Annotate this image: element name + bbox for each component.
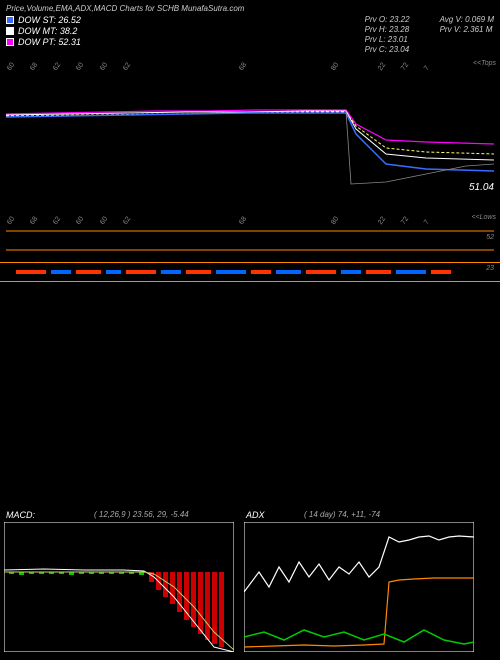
adx-chart: ADX ( 14 day) 74, +11, -74 xyxy=(244,522,474,652)
adx-meta: ( 14 day) 74, +11, -74 xyxy=(304,510,380,519)
macd-label: MACD: xyxy=(6,510,35,520)
legend-item: DOW ST: 26.52 xyxy=(6,15,81,25)
legend-item: DOW MT: 38.2 xyxy=(6,26,81,36)
legend-item: DOW PT: 52.31 xyxy=(6,37,81,47)
adx-label: ADX xyxy=(246,510,265,520)
tops-label: <<Tops xyxy=(473,60,496,67)
main-price-chart: 51.04 xyxy=(0,74,500,214)
color-strip: 23 xyxy=(0,262,500,282)
price-annotation: 51.04 xyxy=(469,182,494,193)
macd-chart: MACD: ( 12,26,9 ) 23.56, 29, -5.44 xyxy=(4,522,234,652)
chart-title: Price,Volume,EMA,ADX,MACD Charts for SCH… xyxy=(6,4,494,13)
stats-block: Prv O: 23.22Prv H: 23.28Prv L: 23.01Prv … xyxy=(365,15,494,54)
lows-x-axis: <<Lows 606862606062688022727 xyxy=(0,214,500,228)
lows-label: <<Lows xyxy=(471,214,496,221)
top-x-axis: <<Tops 606862606062688022727 xyxy=(0,60,500,74)
macd-meta: ( 12,26,9 ) 23.56, 29, -5.44 xyxy=(94,510,189,519)
mid-right-label: 52 xyxy=(486,234,494,241)
legend-block: DOW ST: 26.52DOW MT: 38.2DOW PT: 52.31 xyxy=(6,15,81,54)
low-right-label: 23 xyxy=(486,265,494,272)
volume-strip: 52 xyxy=(0,228,500,258)
